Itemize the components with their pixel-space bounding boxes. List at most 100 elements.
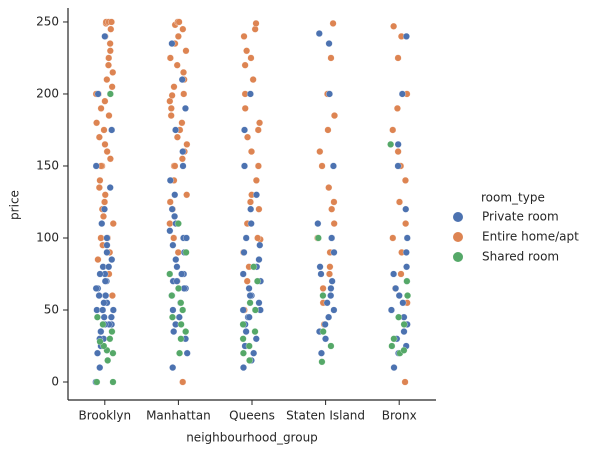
point: [174, 220, 182, 228]
point: [175, 18, 183, 26]
point: [97, 328, 105, 336]
point: [318, 162, 326, 170]
legend-title: room_type: [481, 191, 545, 205]
point: [253, 191, 260, 199]
legend-marker: [453, 252, 463, 262]
point: [166, 220, 174, 228]
point: [99, 306, 107, 314]
point: [101, 191, 109, 199]
point: [314, 234, 322, 242]
point: [326, 270, 333, 278]
point: [177, 299, 185, 307]
point: [395, 292, 403, 300]
point: [175, 284, 182, 292]
point: [168, 91, 176, 99]
point: [390, 364, 398, 372]
point: [109, 68, 117, 76]
point: [316, 148, 324, 156]
point: [245, 342, 253, 350]
point: [324, 126, 332, 134]
point: [242, 328, 250, 336]
point: [390, 270, 398, 278]
point: [325, 184, 333, 192]
point: [174, 248, 182, 256]
point: [100, 299, 108, 307]
point: [92, 284, 100, 292]
point: [241, 126, 248, 134]
point: [254, 126, 262, 134]
point: [250, 263, 258, 271]
x-axis-label: neighbourhood_group: [186, 431, 318, 445]
legend-label: Private room: [482, 210, 559, 224]
point: [402, 205, 410, 213]
point: [93, 306, 101, 314]
point: [241, 61, 249, 69]
legend-label: Entire home/apt: [482, 230, 579, 244]
point: [103, 241, 111, 249]
point: [402, 176, 409, 184]
point: [182, 47, 190, 55]
point: [101, 198, 109, 206]
point: [326, 90, 333, 98]
point: [325, 313, 333, 321]
point: [173, 133, 181, 141]
point: [251, 25, 259, 33]
point: [330, 220, 338, 228]
point: [255, 256, 263, 264]
point: [109, 349, 117, 357]
point: [178, 119, 186, 127]
point: [239, 335, 247, 343]
point: [94, 349, 101, 357]
point: [315, 30, 323, 37]
y-tick-label: 100: [36, 230, 59, 244]
point: [105, 54, 113, 62]
point: [390, 335, 398, 343]
point: [107, 25, 115, 33]
point: [179, 378, 187, 386]
point: [166, 270, 174, 278]
point: [179, 162, 187, 170]
point: [180, 68, 187, 76]
point: [108, 256, 116, 264]
point: [108, 18, 115, 26]
point: [106, 47, 114, 55]
point: [319, 284, 327, 292]
point: [392, 284, 400, 292]
x-tick-label: Manhattan: [146, 409, 211, 423]
point: [394, 162, 402, 170]
point: [330, 248, 338, 256]
point: [168, 205, 176, 213]
point: [318, 358, 326, 366]
point: [387, 306, 395, 314]
point: [174, 32, 182, 40]
point: [252, 19, 260, 27]
point: [169, 241, 177, 249]
point: [322, 335, 329, 343]
point: [92, 162, 100, 170]
point: [94, 256, 102, 264]
x-tick-label: Brooklyn: [79, 409, 132, 423]
point: [171, 212, 179, 220]
point: [245, 313, 253, 321]
point: [255, 205, 263, 213]
point: [94, 90, 102, 98]
point: [98, 220, 106, 228]
point: [178, 76, 186, 84]
y-tick-label: 150: [36, 158, 59, 172]
point: [328, 205, 336, 213]
point: [108, 328, 116, 336]
point: [100, 126, 108, 134]
point: [246, 299, 254, 307]
point: [183, 349, 191, 357]
point: [102, 292, 110, 300]
point: [396, 198, 403, 206]
point: [398, 90, 406, 98]
point: [108, 83, 116, 91]
point: [240, 248, 248, 256]
point: [176, 349, 184, 357]
point: [108, 126, 116, 134]
point: [251, 306, 259, 314]
point: [246, 90, 254, 98]
y-tick-label: 250: [36, 14, 59, 28]
point: [172, 126, 180, 134]
